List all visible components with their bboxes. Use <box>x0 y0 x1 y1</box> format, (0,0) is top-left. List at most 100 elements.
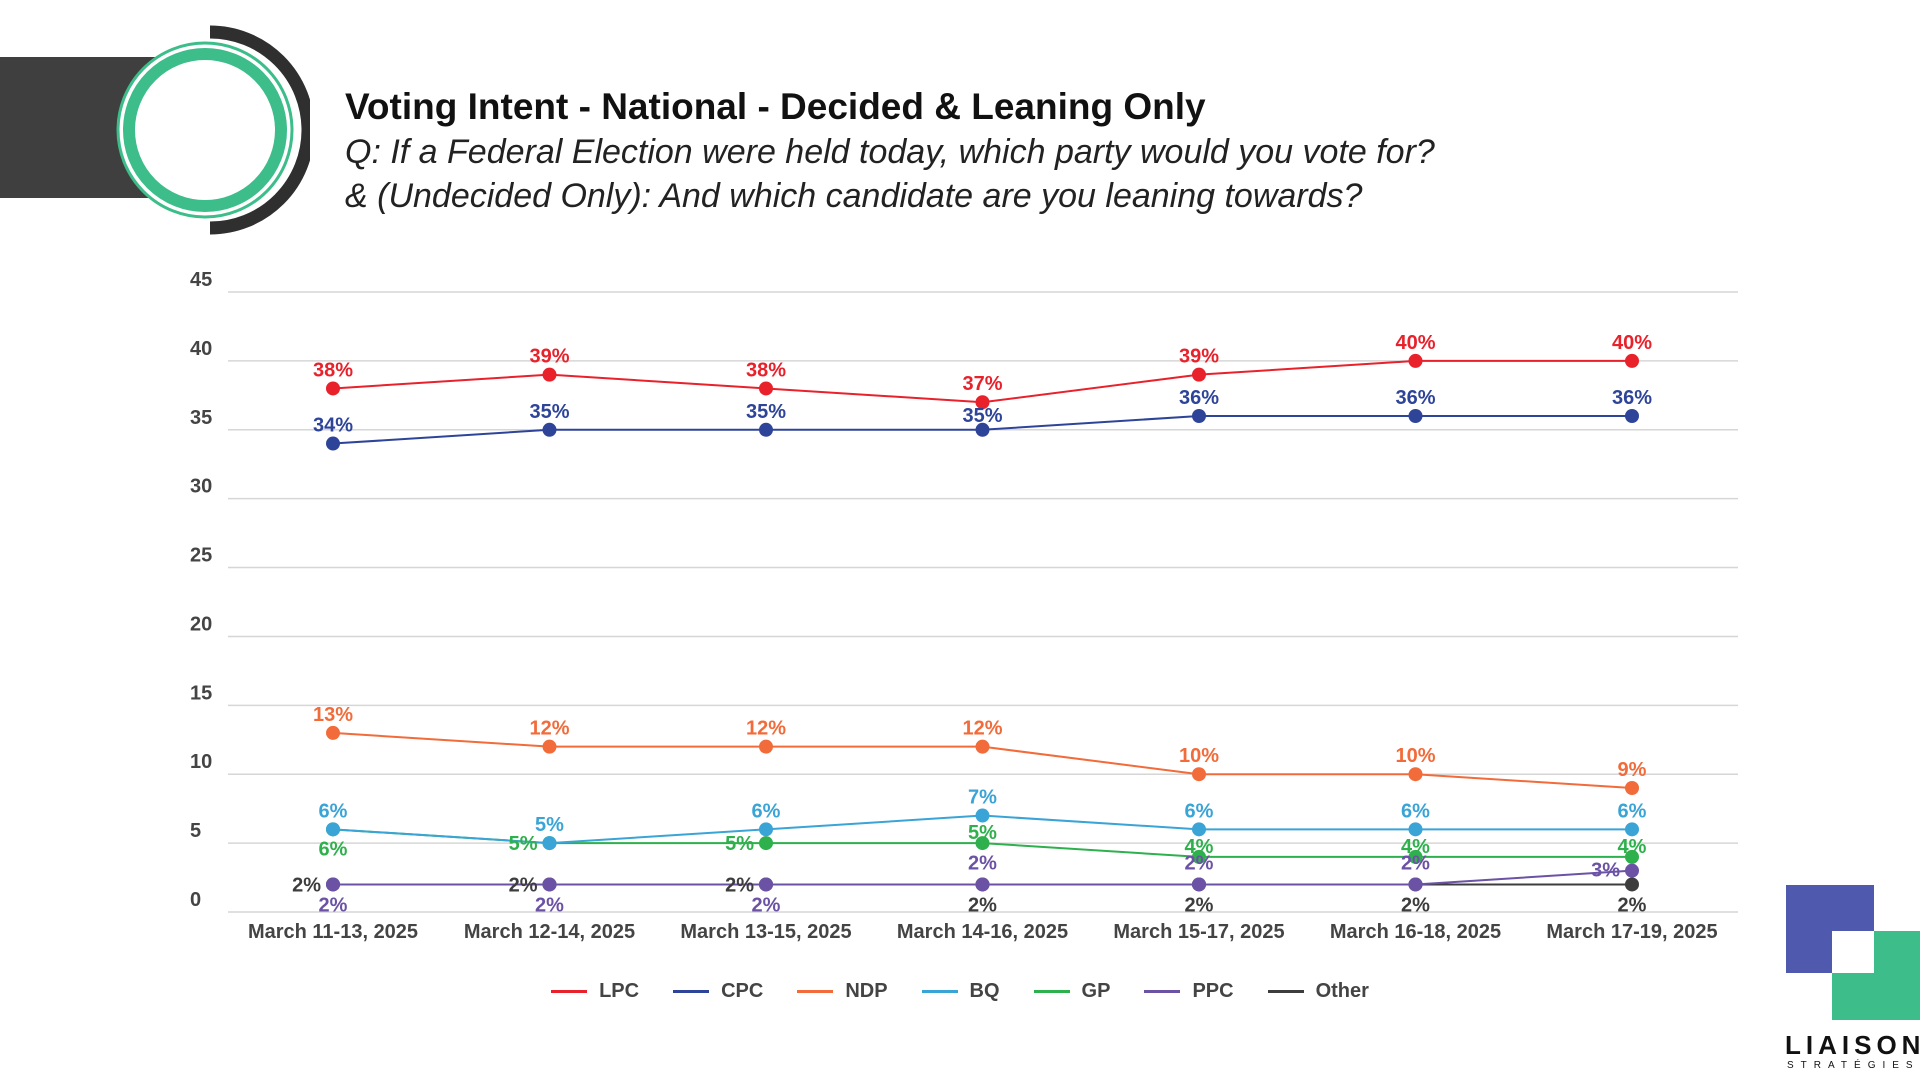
data-label-other: 2% <box>1401 894 1430 916</box>
x-tick-label: March 17-19, 2025 <box>1546 921 1717 943</box>
data-point-lpc <box>542 367 557 382</box>
data-label-cpc: 36% <box>1179 387 1219 409</box>
data-label-gp: 6% <box>319 838 348 860</box>
data-label-ndp: 10% <box>1179 745 1219 767</box>
data-label-cpc: 35% <box>529 401 569 423</box>
data-point-lpc <box>326 381 340 396</box>
legend-item-ndp: NDP <box>797 980 888 1003</box>
legend-swatch <box>1144 990 1181 993</box>
y-tick-label: 0 <box>190 889 201 911</box>
data-point-lpc <box>1625 353 1639 368</box>
data-point-ndp <box>975 739 990 754</box>
legend-item-lpc: LPC <box>551 980 639 1003</box>
data-point-bq <box>975 808 990 823</box>
data-point-cpc <box>1625 409 1639 423</box>
data-point-cpc <box>542 422 557 437</box>
data-label-lpc: 39% <box>529 346 569 368</box>
data-point-ppc <box>1625 863 1639 878</box>
data-point-ppc <box>759 877 773 892</box>
data-point-gp <box>1625 849 1639 864</box>
data-point-bq <box>326 822 340 837</box>
data-label-other: 2% <box>1618 894 1647 916</box>
data-label-ppc: 2% <box>1185 852 1214 874</box>
x-tick-label: March 14-16, 2025 <box>897 921 1068 943</box>
data-label-lpc: 40% <box>1612 332 1652 354</box>
data-label-ndp: 13% <box>313 704 353 726</box>
legend-item-gp: GP <box>1033 980 1110 1003</box>
data-label-bq: 6% <box>752 800 781 822</box>
liaison-logo-mark <box>1786 885 1920 1020</box>
data-point-cpc <box>326 436 340 451</box>
data-label-ppc: 3% <box>1591 860 1620 882</box>
data-label-gp: 4% <box>1401 836 1430 858</box>
legend-label: CPC <box>721 980 764 1002</box>
data-label-ndp: 12% <box>746 718 786 740</box>
y-tick-label: 45 <box>190 269 212 291</box>
y-tick-label: 10 <box>190 751 212 773</box>
data-label-gp: 5% <box>968 822 997 844</box>
data-point-gp <box>1192 849 1206 864</box>
data-label-bq: 5% <box>535 814 564 836</box>
x-tick-label: March 16-18, 2025 <box>1330 921 1501 943</box>
data-label-ndp: 10% <box>1395 745 1435 767</box>
title-block: Voting Intent - National - Decided & Lea… <box>345 84 1435 218</box>
data-label-other: 2% <box>509 874 538 896</box>
data-label-other: 2% <box>1185 894 1214 916</box>
y-tick-label: 40 <box>190 338 212 360</box>
data-point-gp <box>1408 849 1423 864</box>
y-tick-label: 30 <box>190 476 212 498</box>
legend-item-other: Other <box>1267 980 1369 1003</box>
data-label-ndp: 9% <box>1618 759 1647 781</box>
data-point-bq <box>542 836 557 851</box>
data-label-other: 2% <box>292 874 321 896</box>
data-point-lpc <box>1192 367 1206 382</box>
data-label-gp: 5% <box>725 833 754 855</box>
data-label-ppc: 2% <box>319 894 348 916</box>
legend-item-cpc: CPC <box>673 980 763 1003</box>
y-tick-label: 15 <box>190 682 212 704</box>
data-point-ndp <box>1192 767 1206 782</box>
data-label-ppc: 2% <box>752 894 781 916</box>
legend-swatch <box>921 990 958 993</box>
data-point-ndp <box>542 739 557 754</box>
legend-swatch <box>797 990 834 993</box>
data-label-bq: 6% <box>1618 800 1647 822</box>
data-label-cpc: 35% <box>962 405 1002 427</box>
data-label-gp: 4% <box>1185 836 1214 858</box>
chart-legend: LPC CPC NDP BQ GP PPC Other <box>0 980 1920 1003</box>
data-label-lpc: 40% <box>1395 332 1435 354</box>
data-label-bq: 7% <box>968 787 997 809</box>
y-tick-label: 5 <box>190 820 201 842</box>
logo-subtext: STRATÉGIES <box>1787 1060 1920 1071</box>
data-label-cpc: 36% <box>1612 387 1652 409</box>
chart-title: Voting Intent - National - Decided & Lea… <box>345 86 1206 127</box>
data-point-other <box>1625 877 1639 892</box>
data-label-cpc: 35% <box>746 401 786 423</box>
legend-item-bq: BQ <box>921 980 1000 1003</box>
data-label-ndp: 12% <box>962 718 1002 740</box>
data-point-ndp <box>1625 781 1639 795</box>
legend-label: PPC <box>1192 980 1234 1002</box>
data-label-ppc: 2% <box>535 894 564 916</box>
data-point-gp <box>975 836 990 851</box>
data-point-cpc <box>1408 409 1423 423</box>
data-label-gp: 5% <box>509 833 538 855</box>
data-label-gp: 4% <box>1618 836 1647 858</box>
data-point-cpc <box>1192 409 1206 423</box>
data-point-ppc <box>1408 877 1423 892</box>
data-label-ndp: 12% <box>529 718 569 740</box>
data-label-ppc: 2% <box>968 852 997 874</box>
data-point-lpc <box>975 395 990 410</box>
data-point-bq <box>1408 822 1423 837</box>
legend-swatch <box>1267 990 1304 993</box>
data-point-ndp <box>759 739 773 754</box>
data-point-bq <box>1625 822 1639 837</box>
y-tick-label: 35 <box>190 407 212 429</box>
data-label-bq: 6% <box>1401 800 1430 822</box>
legend-item-ppc: PPC <box>1144 980 1234 1003</box>
data-point-lpc <box>759 381 773 396</box>
data-point-ndp <box>326 725 340 740</box>
x-tick-label: March 11-13, 2025 <box>248 921 418 943</box>
data-point-lpc <box>1408 353 1423 368</box>
chart-question-line1: Q: If a Federal Election were held today… <box>345 133 1435 171</box>
